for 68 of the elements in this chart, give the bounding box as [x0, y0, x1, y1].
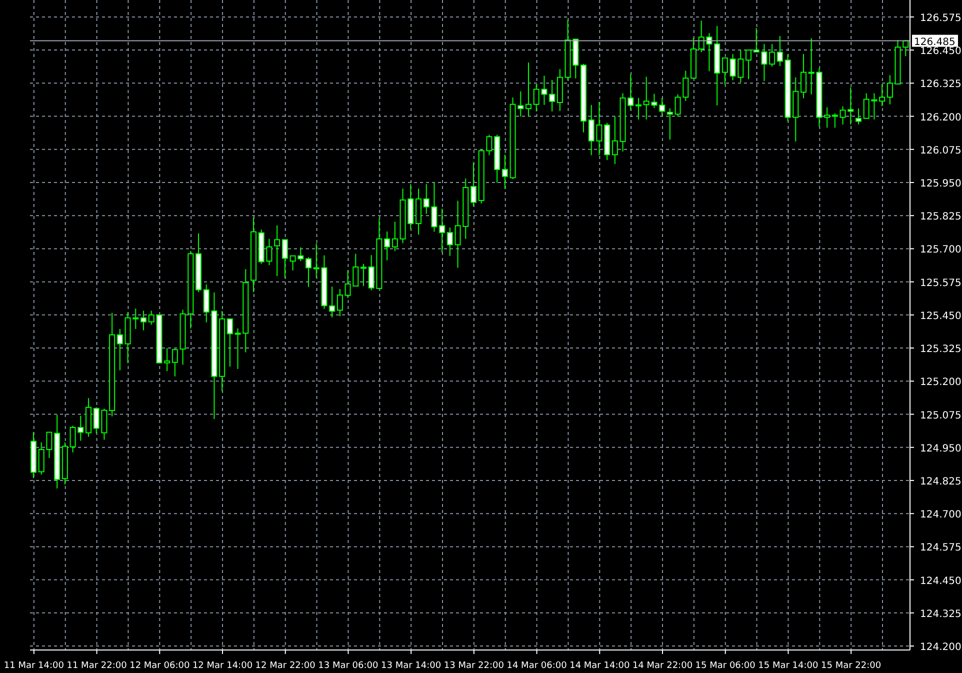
y-tick-label: 124.950 — [920, 443, 962, 454]
x-tick-label: 13 Mar 14:00 — [381, 661, 442, 671]
candlestick — [666, 108, 673, 140]
candlestick — [360, 263, 366, 287]
y-tick-label: 125.450 — [920, 310, 962, 322]
y-tick-label: 126.200 — [920, 112, 962, 124]
y-tick-label: 124.200 — [920, 642, 962, 654]
candlestick — [116, 328, 123, 371]
y-tick-label: 125.575 — [920, 278, 962, 289]
y-tick-label: 126.575 — [920, 12, 962, 24]
y-tick-label: 125.825 — [920, 212, 962, 223]
candlestick — [470, 162, 476, 207]
x-tick-label: 13 Mar 06:00 — [318, 661, 379, 671]
candlestick — [856, 108, 862, 125]
y-tick-label: 125.950 — [920, 178, 962, 190]
x-tick-label: 15 Mar 22:00 — [821, 661, 882, 671]
candlestick — [274, 224, 280, 276]
x-tick-label: 14 Mar 14:00 — [570, 661, 630, 671]
candlestick — [336, 288, 343, 317]
candlestick — [549, 79, 556, 112]
candlestick — [769, 43, 776, 67]
y-tick-label: 125.700 — [920, 244, 962, 256]
y-tick-label: 124.700 — [920, 510, 962, 521]
candlestick — [502, 154, 508, 190]
y-tick-label: 126.450 — [920, 46, 962, 58]
candlestick — [832, 112, 838, 128]
y-tick-label: 125.200 — [920, 377, 962, 388]
candlestick — [746, 50, 752, 80]
x-tick-label: 12 Mar 06:00 — [130, 661, 190, 671]
y-tick-label: 125.325 — [920, 344, 962, 356]
candlestick — [164, 348, 170, 372]
y-tick-label: 124.575 — [920, 542, 962, 554]
candlestick — [659, 98, 666, 116]
candlestick — [329, 286, 336, 318]
y-tick-label: 124.450 — [920, 576, 962, 587]
candlestick — [879, 84, 886, 107]
y-tick-label: 124.325 — [920, 608, 962, 620]
candlestick — [612, 116, 618, 164]
x-tick-label: 12 Mar 14:00 — [192, 661, 253, 671]
candlestick — [446, 227, 453, 256]
candlestick — [636, 98, 642, 120]
x-tick-label: 15 Mar 06:00 — [695, 661, 756, 671]
y-tick-label: 125.075 — [920, 410, 962, 422]
candlestick — [439, 208, 446, 254]
x-tick-label: 13 Mar 22:00 — [444, 661, 504, 671]
candlestick — [722, 58, 728, 85]
candlestick — [824, 106, 830, 128]
candlestick — [392, 221, 398, 252]
candlestick — [282, 239, 288, 278]
candlestick — [306, 256, 312, 288]
candlestick — [886, 74, 893, 105]
x-tick-label: 14 Mar 06:00 — [506, 661, 568, 671]
candlestick — [226, 318, 233, 368]
candlestick — [172, 348, 178, 377]
candlestick — [526, 62, 532, 117]
x-tick-label: 14 Mar 22:00 — [632, 661, 693, 671]
candlestick — [800, 54, 806, 99]
candlestick — [140, 310, 146, 331]
y-tick-label: 124.825 — [920, 476, 962, 488]
candlestick — [776, 36, 783, 66]
y-tick-label: 126.325 — [920, 79, 962, 90]
x-tick-label: 11 Mar 14:00 — [4, 661, 64, 671]
x-tick-label: 15 Mar 14:00 — [758, 661, 819, 671]
y-tick-label: 126.075 — [920, 145, 962, 156]
candlestick — [384, 231, 390, 261]
x-tick-label: 12 Mar 22:00 — [255, 661, 316, 671]
ref-line-label: 126.485 — [914, 36, 956, 48]
x-tick-label: 11 Mar 22:00 — [66, 661, 128, 671]
